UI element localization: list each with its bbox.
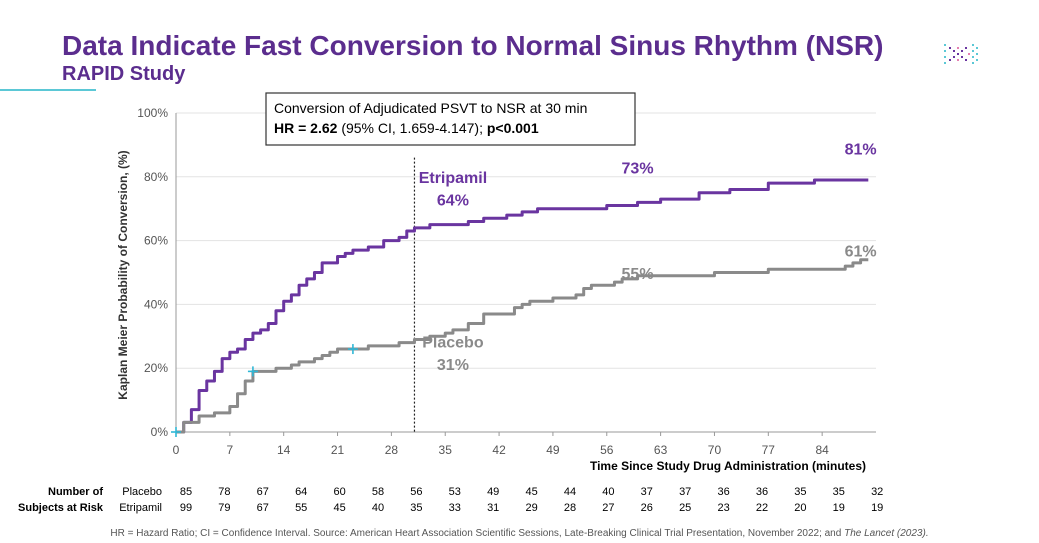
- series-annotation: 64%: [437, 193, 469, 210]
- risk-cell: 37: [641, 486, 653, 498]
- risk-cell: 56: [410, 486, 422, 498]
- censor-mark: [247, 366, 258, 377]
- risk-cell: 78: [218, 486, 230, 498]
- series-placebo-line: [176, 258, 869, 434]
- risk-cell: 45: [525, 486, 537, 498]
- accent-divider: [0, 89, 96, 91]
- x-tick-label: 28: [385, 443, 399, 457]
- series-annotation: Placebo: [422, 334, 484, 351]
- y-tick-label: 100%: [137, 106, 168, 120]
- page-title: Data Indicate Fast Conversion to Normal …: [62, 30, 884, 61]
- x-axis-label: Time Since Study Drug Administration (mi…: [590, 459, 866, 473]
- annotation-box: Conversion of Adjudicated PSVT to NSR at…: [265, 92, 636, 146]
- x-tick-label: 14: [277, 443, 291, 457]
- risk-table-header-2: Subjects at Risk: [18, 502, 104, 514]
- logo-icon: [944, 44, 978, 64]
- series-annotation: Etripamil: [419, 170, 487, 187]
- risk-cell: 58: [372, 486, 384, 498]
- risk-cell: 40: [602, 486, 614, 498]
- x-tick-label: 70: [708, 443, 722, 457]
- risk-cell: 36: [756, 486, 768, 498]
- series-annotation: 61%: [845, 244, 877, 261]
- risk-cell: 36: [717, 486, 729, 498]
- risk-cell: 28: [564, 502, 576, 514]
- x-tick-label: 56: [600, 443, 614, 457]
- risk-cell: 19: [833, 502, 845, 514]
- risk-cell: 44: [564, 486, 576, 498]
- risk-cell: 60: [333, 486, 345, 498]
- x-tick-label: 42: [492, 443, 506, 457]
- x-tick-label: 0: [173, 443, 180, 457]
- risk-cell: 64: [295, 486, 307, 498]
- x-tick-label: 77: [762, 443, 776, 457]
- annotation-p: p<0.001: [487, 120, 539, 136]
- risk-cell: 20: [794, 502, 806, 514]
- footer-note: HR = Hazard Ratio; CI = Confidence Inter…: [0, 528, 1039, 539]
- risk-cell: 27: [602, 502, 614, 514]
- x-tick-label: 7: [227, 443, 234, 457]
- series-annotation: 81%: [845, 141, 877, 158]
- risk-table: Number of Subjects at Risk Placebo 85 78 67…: [18, 486, 883, 514]
- risk-cell: 40: [372, 502, 384, 514]
- kaplan-meier-chart: 0% 20% 40% 60% 80% 100% 0 7 14 21 28 35 42 49 56 63 70 77…: [18, 92, 883, 514]
- risk-cell: 25: [679, 502, 691, 514]
- series-annotations: Etripamil 64% 73% 81% Placebo 31% 55% 61%: [419, 141, 877, 373]
- y-tick-label: 40%: [144, 297, 168, 311]
- annotation-hr: HR = 2.62: [274, 120, 338, 136]
- risk-cell: 99: [180, 502, 192, 514]
- x-tick-label: 35: [439, 443, 453, 457]
- risk-row-label: Etripamil: [119, 502, 162, 514]
- risk-cell: 26: [641, 502, 653, 514]
- risk-cell: 45: [333, 502, 345, 514]
- risk-cell: 19: [871, 502, 883, 514]
- footer-text: HR = Hazard Ratio; CI = Confidence Inter…: [110, 528, 845, 539]
- series-annotation: 73%: [622, 161, 654, 178]
- risk-cell: 29: [525, 502, 537, 514]
- y-tick-label: 0%: [151, 425, 169, 439]
- risk-cell: 32: [871, 486, 883, 498]
- risk-cell: 49: [487, 486, 499, 498]
- annotation-line2: HR = 2.62 (95% CI, 1.659-4.147); p<0.001: [274, 120, 539, 136]
- censor-mark: [171, 427, 181, 437]
- risk-cell: 31: [487, 502, 499, 514]
- page-subtitle: RAPID Study: [62, 63, 186, 85]
- y-gridlines: [176, 112, 876, 369]
- x-tick-label: 84: [815, 443, 829, 457]
- footer-citation: The Lancet (2023).: [844, 528, 929, 539]
- risk-cell: 23: [717, 502, 729, 514]
- x-tick-label: 49: [546, 443, 560, 457]
- censor-mark: [347, 344, 358, 355]
- series-annotation: 55%: [622, 266, 654, 283]
- risk-cell: 67: [257, 486, 269, 498]
- y-axis-label: Kaplan Meier Probability of Conversion, …: [116, 150, 130, 399]
- y-tick-label: 20%: [144, 361, 168, 375]
- risk-cell: 55: [295, 502, 307, 514]
- risk-cell: 33: [449, 502, 461, 514]
- risk-cell: 35: [833, 486, 845, 498]
- risk-cell: 79: [218, 502, 230, 514]
- risk-cell: 85: [180, 486, 192, 498]
- risk-cell: 37: [679, 486, 691, 498]
- series-lines: [171, 178, 869, 437]
- risk-row-label: Placebo: [122, 486, 162, 498]
- risk-cell: 67: [257, 502, 269, 514]
- x-tick-label: 63: [654, 443, 668, 457]
- risk-table-header-1: Number of: [48, 486, 103, 498]
- series-etripamil-line: [176, 178, 869, 434]
- y-tick-label: 80%: [144, 170, 168, 184]
- risk-cell: 53: [449, 486, 461, 498]
- risk-cell: 22: [756, 502, 768, 514]
- annotation-ci: (95% CI, 1.659-4.147);: [337, 120, 486, 136]
- annotation-line1: Conversion of Adjudicated PSVT to NSR at…: [274, 100, 587, 116]
- risk-cell: 35: [410, 502, 422, 514]
- series-annotation: 31%: [437, 357, 469, 374]
- axes: 0% 20% 40% 60% 80% 100% 0 7 14 21 28 35 42 49 56 63 70 77…: [137, 106, 876, 457]
- y-tick-label: 60%: [144, 234, 168, 248]
- x-tick-label: 21: [331, 443, 345, 457]
- risk-cell: 35: [794, 486, 806, 498]
